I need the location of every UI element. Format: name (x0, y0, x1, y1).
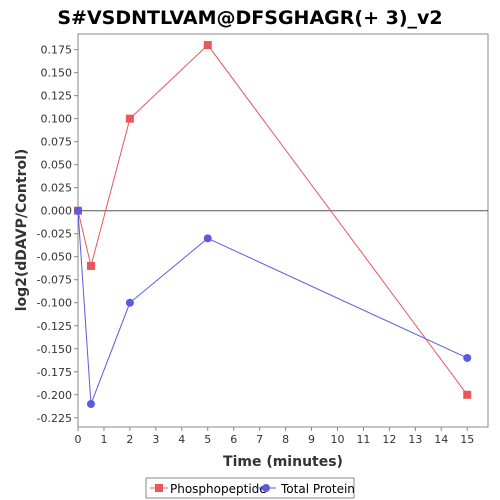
y-tick-label: 0.000 (41, 205, 73, 218)
chart-title: S#VSDNTLVAM@DFSGHAGR(+ 3)_v2 (57, 7, 442, 29)
y-tick-label: 0.100 (41, 113, 73, 126)
x-tick-label: 15 (460, 433, 474, 446)
legend-label-total-protein: Total Protein (280, 482, 355, 496)
data-point-phosphopeptide (86, 261, 95, 270)
y-tick-label: -0.050 (37, 251, 72, 264)
y-tick-label: -0.200 (37, 389, 72, 402)
y-tick-label: -0.025 (37, 228, 72, 241)
y-tick-label: -0.075 (37, 274, 72, 287)
x-tick-label: 1 (100, 433, 107, 446)
y-tick-label: -0.225 (37, 412, 72, 425)
legend-label-phosphopeptide: Phosphopeptide (170, 482, 267, 496)
legend-marker-total-protein (262, 484, 270, 492)
x-tick-label: 8 (282, 433, 289, 446)
x-tick-label: 9 (308, 433, 315, 446)
x-tick-label: 5 (204, 433, 211, 446)
y-tick-label: 0.075 (41, 136, 73, 149)
y-tick-label: 0.150 (41, 67, 73, 80)
x-tick-label: 14 (434, 433, 448, 446)
y-axis-label: log2(dDAVP/Control) (14, 149, 30, 312)
x-axis-label: Time (minutes) (223, 454, 343, 470)
x-tick-label: 12 (382, 433, 396, 446)
y-tick-label: 0.125 (41, 90, 73, 103)
y-tick-label: 0.175 (41, 44, 73, 57)
y-tick-label: 0.025 (41, 182, 73, 195)
y-tick-label: -0.150 (37, 343, 72, 356)
y-tick-label: -0.100 (37, 297, 72, 310)
x-tick-label: 11 (356, 433, 370, 446)
x-tick-label: 2 (126, 433, 133, 446)
x-tick-label: 13 (408, 433, 422, 446)
data-point-total-protein (203, 234, 212, 243)
x-tick-label: 4 (178, 433, 185, 446)
data-point-phosphopeptide (203, 41, 212, 50)
plot-area (77, 33, 489, 428)
y-tick-label: -0.175 (37, 366, 72, 379)
data-point-total-protein (125, 298, 134, 307)
data-point-phosphopeptide (125, 114, 134, 123)
x-tick-label: 10 (330, 433, 344, 446)
x-axis-ticks: 0 1 2 3 4 5 6 7 8 9 10 11 12 13 14 15 (75, 427, 474, 446)
data-point-phosphopeptide (463, 390, 472, 399)
y-tick-label: 0.050 (41, 159, 73, 172)
legend: Phosphopeptide Total Protein (145, 477, 355, 499)
data-point-total-protein (74, 206, 82, 215)
legend-box (145, 477, 355, 499)
x-tick-label: 6 (230, 433, 237, 446)
data-point-total-protein (86, 399, 95, 408)
legend-marker-phosphopeptide (155, 484, 163, 492)
x-tick-label: 7 (256, 433, 263, 446)
y-tick-label: -0.125 (37, 320, 72, 333)
x-tick-label: 3 (152, 433, 159, 446)
x-tick-label: 0 (75, 433, 82, 446)
series-layer (74, 41, 472, 408)
data-point-total-protein (463, 353, 472, 362)
y-axis-ticks: -0.225 -0.200 -0.175 -0.150 -0.125 -0.100 -0.0… (37, 44, 78, 425)
